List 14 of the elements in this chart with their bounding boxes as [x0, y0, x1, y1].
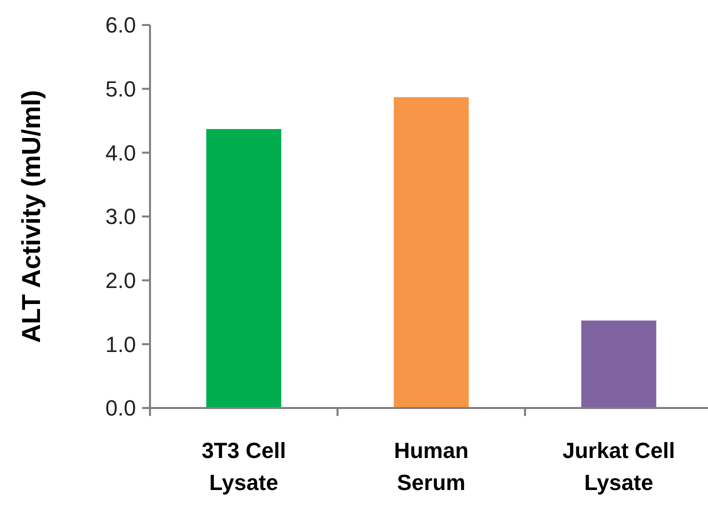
y-tick-label: 4.0: [105, 140, 136, 166]
x-tick-label: 3T3 Cell Lysate: [202, 438, 286, 495]
bar: [581, 320, 656, 408]
y-tick-label: 6.0: [105, 12, 136, 38]
y-tick-label: 0.0: [105, 396, 136, 421]
y-tick-label: 5.0: [105, 76, 136, 102]
y-axis-title: ALT Activity (mU/ml): [16, 90, 46, 343]
x-tick-label: Jurkat Cell Lysate: [562, 438, 675, 495]
y-tick-label: 3.0: [105, 204, 136, 230]
bar: [394, 97, 469, 408]
y-tick-label: 2.0: [105, 268, 136, 294]
y-tick-label: 1.0: [105, 332, 136, 357]
x-tick-label: Human Serum: [394, 438, 469, 495]
bar: [206, 129, 282, 408]
